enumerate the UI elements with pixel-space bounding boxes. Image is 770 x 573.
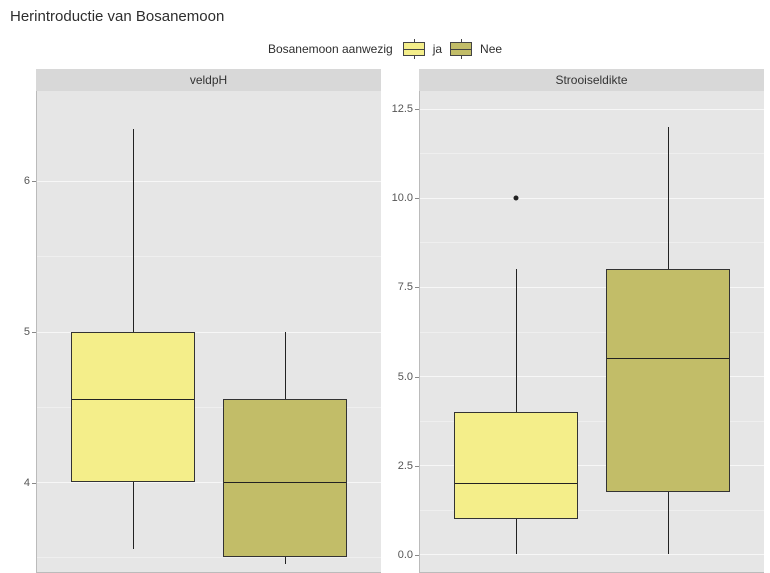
gridline-minor (37, 557, 381, 558)
outlier-point (514, 195, 519, 200)
y-tick-label: 12.5 (392, 103, 413, 115)
y-axis: 0.0 2.5 5.0 7.5 10.0 12.5 (389, 69, 419, 573)
boxplot-median (607, 358, 729, 359)
facet-strip: veldpH (36, 69, 381, 91)
gridline-major (420, 198, 764, 199)
whisker-lower (668, 492, 669, 554)
legend-title: Bosanemoon aanwezig (268, 42, 393, 56)
whisker-lower (285, 557, 286, 565)
boxplot-median (72, 399, 194, 400)
whisker-upper (516, 269, 517, 412)
whisker-lower (133, 482, 134, 550)
panel-1: 0.0 2.5 5.0 7.5 10.0 12.5 Strooiseldikte (389, 69, 764, 573)
y-tick-label: 7.5 (398, 281, 413, 293)
y-tick-label: 5 (24, 326, 30, 338)
gridline-major (37, 181, 381, 182)
legend-key-ja (403, 42, 425, 56)
panels-container: 4 5 6 veldpH 0.0 2.5 5.0 7.5 10.0 12.5 Strooiseldi… (0, 69, 770, 573)
y-tick-label: 10.0 (392, 192, 413, 204)
legend: Bosanemoon aanwezig ja Nee (0, 29, 770, 69)
legend-label-Nee: Nee (480, 42, 502, 56)
chart-root: Herintroductie van Bosanemoon Bosanemoon… (0, 0, 770, 573)
gridline-minor (37, 256, 381, 257)
plot-area (36, 91, 381, 573)
whisker-upper (285, 332, 286, 400)
gridline-minor (420, 153, 764, 154)
y-tick-label: 5.0 (398, 371, 413, 383)
boxplot-box-ja (454, 412, 578, 519)
legend-label-ja: ja (433, 42, 442, 56)
boxplot-median (455, 483, 577, 484)
plot-area (419, 91, 764, 573)
y-tick-label: 6 (24, 175, 30, 187)
boxplot-box-Nee (223, 399, 347, 557)
boxplot-box-ja (71, 332, 195, 482)
y-tick-label: 4 (24, 477, 30, 489)
whisker-lower (516, 519, 517, 555)
gridline-minor (420, 242, 764, 243)
whisker-upper (133, 129, 134, 332)
y-tick-label: 2.5 (398, 460, 413, 472)
boxplot-median (224, 482, 346, 483)
whisker-upper (668, 127, 669, 270)
y-tick-label: 0.0 (398, 549, 413, 561)
legend-key-Nee (450, 42, 472, 56)
y-axis: 4 5 6 (6, 69, 36, 573)
gridline-major (420, 554, 764, 555)
panel-0: 4 5 6 veldpH (6, 69, 381, 573)
gridline-major (420, 109, 764, 110)
chart-title: Herintroductie van Bosanemoon (0, 0, 770, 29)
facet-strip: Strooiseldikte (419, 69, 764, 91)
boxplot-box-Nee (606, 269, 730, 492)
